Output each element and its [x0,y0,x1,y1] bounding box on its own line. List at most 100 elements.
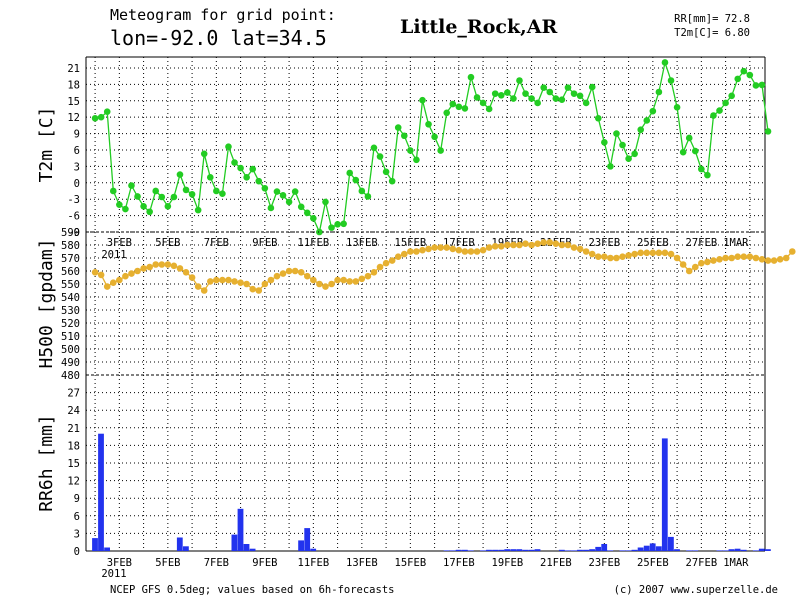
y-tick-label: 520 [61,318,80,330]
data-point [570,244,578,251]
data-point [103,108,111,115]
data-point [128,270,135,277]
rain-bar [486,549,492,551]
data-point [764,257,772,264]
data-point [213,276,220,284]
data-point [376,263,384,271]
data-point [140,202,147,210]
data-point [122,205,129,213]
x-tick-label: 11FEB [298,237,330,249]
data-point [97,113,105,121]
rain-bar [243,544,250,551]
rain-bar [498,549,505,551]
data-point [231,278,238,285]
y-tick-label: 15 [67,458,80,470]
x-tick-label: 9FEB [252,557,277,569]
data-point [91,114,99,122]
data-point [710,112,717,119]
data-point [679,148,687,156]
rain-bar [304,528,311,551]
data-point [552,240,560,247]
rain-bar [528,549,535,551]
data-point [522,90,529,97]
data-point [576,92,584,100]
data-point [594,114,602,122]
y-tick-label: 540 [61,292,80,304]
data-point [170,193,178,201]
y-tick-label: 21 [67,63,80,75]
data-point [97,271,105,279]
data-point [437,147,444,154]
data-point [170,262,178,270]
data-point [437,244,444,251]
data-point [613,254,620,262]
data-point [261,280,269,288]
data-point [734,75,742,83]
data-point [758,81,766,89]
y-tick-label: 18 [67,79,80,91]
data-point [704,258,711,266]
data-point [746,253,754,260]
data-point [382,168,390,176]
data-point [334,276,341,284]
data-point [243,280,250,288]
rain-bar [298,540,304,551]
data-point [310,215,317,222]
data-point [443,244,451,251]
data-point [237,164,244,172]
rain-bar [249,548,256,551]
y-tick-label: 580 [61,240,80,252]
data-point [649,107,657,115]
data-point [188,274,196,281]
rain-bar [631,549,638,551]
data-point [722,254,729,262]
data-point [734,253,742,260]
y-tick-label: 590 [61,227,80,239]
data-point [134,193,141,200]
data-point [601,253,608,260]
data-point [655,88,663,96]
x-tick-label: 13FEB [346,237,378,249]
data-point [643,117,651,124]
data-point [497,91,505,99]
x-tick-label: 9FEB [252,237,277,249]
data-point [510,241,517,249]
y-tick-label: -9 [67,227,80,239]
rain-bar [595,546,602,551]
x-tick-label: 15FEB [395,557,427,569]
y-tick-label: 560 [61,266,80,278]
data-point [164,202,172,210]
data-point [722,99,729,107]
y-tick-label: 18 [67,440,80,452]
data-point [194,283,202,290]
data-point [667,77,675,84]
rain-bar [522,549,529,551]
rain-bar [455,549,462,551]
rain-bar [310,548,317,551]
data-point [206,278,214,285]
data-point [340,276,347,284]
data-point [419,96,426,104]
rain-bar [504,549,511,551]
data-point [625,252,632,259]
data-point [661,59,669,66]
data-point [279,192,287,199]
data-point [413,156,420,164]
data-point [231,159,238,166]
data-point [467,248,475,255]
data-point [510,95,517,102]
rain-bar [558,549,565,551]
data-point [116,201,123,208]
data-point [776,255,784,263]
data-point [455,103,463,111]
data-point [358,275,366,283]
data-point [685,267,693,275]
rain-bar [461,549,468,551]
data-point [473,94,481,101]
data-point [558,241,566,249]
data-point [758,255,766,263]
data-point [710,257,717,264]
y-tick-label: 6 [74,145,80,157]
data-point [504,241,511,249]
